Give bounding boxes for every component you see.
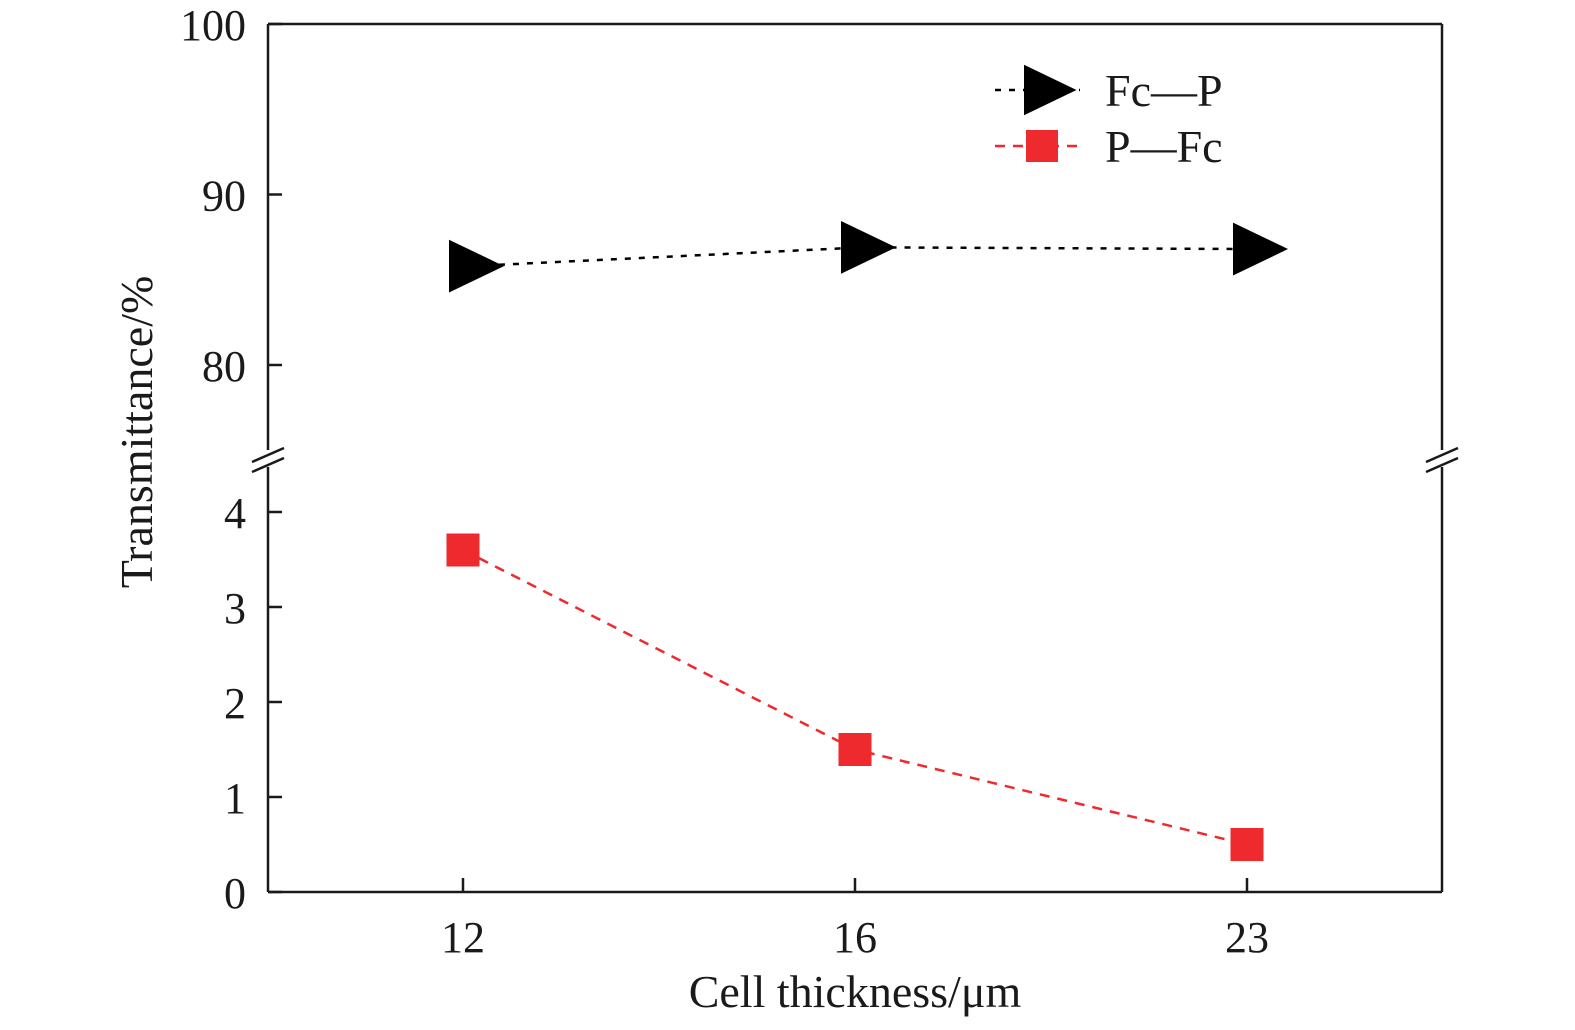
x-axis-title: Cell thickness/μm [689, 966, 1022, 1017]
x-tick-label: 12 [441, 913, 485, 962]
legend: Fc—PP—Fc [995, 64, 1223, 172]
data-point-fc-p [449, 239, 504, 293]
data-point-fc-p [841, 220, 896, 274]
legend-marker [1024, 64, 1077, 116]
legend-label: P—Fc [1105, 121, 1223, 172]
legend-label: Fc—P [1105, 65, 1223, 116]
series-line-1 [462, 548, 1248, 846]
data-point-fc-p [1233, 222, 1288, 276]
y-ticks: 100 90 80 4 3 2 1 0 [180, 1, 282, 918]
data-point-p-fc [838, 733, 872, 766]
y-axis-title: Transmittance/% [111, 276, 162, 589]
y-tick-label: 80 [202, 342, 246, 391]
y-tick-label: 90 [202, 172, 246, 221]
axis-break-left-1 [251, 446, 285, 464]
y-tick-label: 1 [224, 774, 246, 823]
axis-break-right-1 [1425, 446, 1459, 464]
legend-marker [1026, 130, 1058, 162]
x-tick-label: 23 [1225, 913, 1269, 962]
y-tick-label: 3 [224, 584, 246, 633]
data-point-p-fc [1230, 828, 1264, 861]
axis-break-left-2 [251, 456, 285, 474]
y-tick-label: 100 [180, 1, 246, 50]
y-tick-label: 0 [224, 869, 246, 918]
x-ticks: 12 16 23 [441, 878, 1269, 962]
series [446, 220, 1288, 861]
y-tick-label: 2 [224, 679, 246, 728]
data-point-p-fc [446, 533, 480, 567]
x-tick-label: 16 [833, 913, 877, 962]
axis-break-right-2 [1425, 456, 1459, 474]
y-tick-label: 4 [224, 489, 246, 538]
